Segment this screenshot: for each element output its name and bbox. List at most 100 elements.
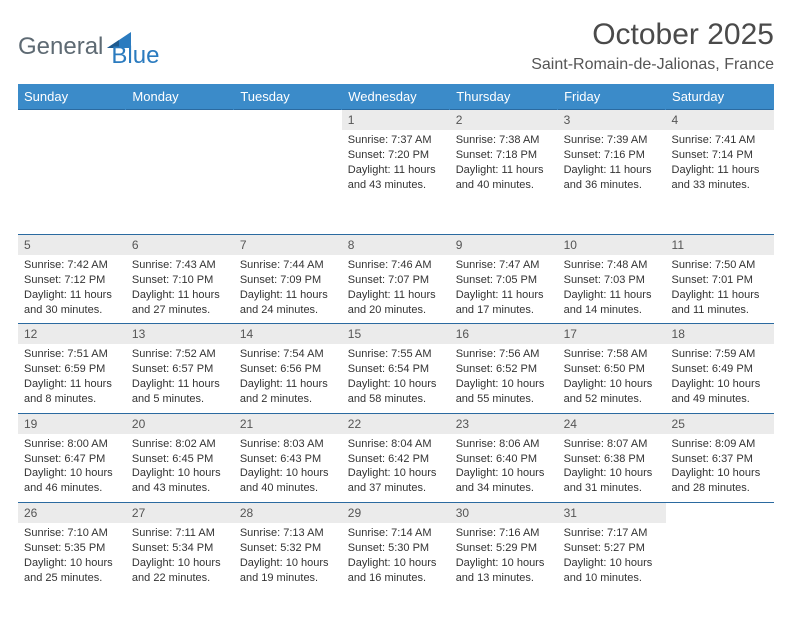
day-body: Sunrise: 7:14 AMSunset: 5:30 PMDaylight:… (342, 523, 450, 591)
day-cell: 2Sunrise: 7:38 AMSunset: 7:18 PMDaylight… (450, 110, 558, 235)
sunset-line: Sunset: 6:43 PM (240, 452, 336, 467)
daylight-line: Daylight: 10 hours and 13 minutes. (456, 556, 552, 586)
day-number: 30 (450, 503, 558, 523)
sunset-line: Sunset: 5:32 PM (240, 541, 336, 556)
day-cell: 18Sunrise: 7:59 AMSunset: 6:49 PMDayligh… (666, 324, 774, 413)
day-cell: 9Sunrise: 7:47 AMSunset: 7:05 PMDaylight… (450, 235, 558, 324)
calendar-week-row: 26Sunrise: 7:10 AMSunset: 5:35 PMDayligh… (18, 503, 774, 627)
sunrise-line: Sunrise: 8:07 AM (564, 437, 660, 452)
day-number: 27 (126, 503, 234, 523)
day-body: Sunrise: 7:13 AMSunset: 5:32 PMDaylight:… (234, 523, 342, 591)
sunrise-line: Sunrise: 7:41 AM (672, 133, 768, 148)
day-cell: 30 Sunrise: 7:16 AMSunset: 5:29 PMDayligh… (450, 503, 558, 627)
sunrise-line: Sunrise: 8:06 AM (456, 437, 552, 452)
day-header: Wednesday (342, 84, 450, 110)
day-cell: 3Sunrise: 7:39 AMSunset: 7:16 PMDaylight… (558, 110, 666, 235)
sunset-line: Sunset: 6:57 PM (132, 362, 228, 377)
day-body: Sunrise: 7:50 AMSunset: 7:01 PMDaylight:… (666, 255, 774, 323)
sunrise-line: Sunrise: 8:04 AM (348, 437, 444, 452)
daylight-line: Daylight: 11 hours and 8 minutes. (24, 377, 120, 407)
daylight-line: Daylight: 11 hours and 5 minutes. (132, 377, 228, 407)
day-body: Sunrise: 7:38 AMSunset: 7:18 PMDaylight:… (450, 130, 558, 198)
day-body-empty (126, 172, 234, 234)
day-body-empty (18, 172, 126, 234)
sunset-line: Sunset: 6:37 PM (672, 452, 768, 467)
day-header: Sunday (18, 84, 126, 110)
day-body: Sunrise: 8:09 AMSunset: 6:37 PMDaylight:… (666, 434, 774, 502)
day-body: Sunrise: 8:06 AMSunset: 6:40 PMDaylight:… (450, 434, 558, 502)
day-number: 15 (342, 324, 450, 344)
sunrise-line: Sunrise: 8:09 AM (672, 437, 768, 452)
calendar-week-row: 5Sunrise: 7:42 AMSunset: 7:12 PMDaylight… (18, 235, 774, 324)
location: Saint-Romain-de-Jalionas, France (531, 56, 774, 74)
sunrise-line: Sunrise: 7:58 AM (564, 347, 660, 362)
calendar-page: General Blue October 2025 Saint-Romain-d… (0, 0, 792, 627)
daylight-line: Daylight: 11 hours and 33 minutes. (672, 163, 768, 193)
sunrise-line: Sunrise: 7:50 AM (672, 258, 768, 273)
sunset-line: Sunset: 7:12 PM (24, 273, 120, 288)
day-cell: 15Sunrise: 7:55 AMSunset: 6:54 PMDayligh… (342, 324, 450, 413)
day-body: Sunrise: 7:42 AMSunset: 7:12 PMDaylight:… (18, 255, 126, 323)
day-cell: 8Sunrise: 7:46 AMSunset: 7:07 PMDaylight… (342, 235, 450, 324)
day-body: Sunrise: 7:55 AMSunset: 6:54 PMDaylight:… (342, 344, 450, 412)
day-number: 26 (18, 503, 126, 523)
day-body: Sunrise: 8:07 AMSunset: 6:38 PMDaylight:… (558, 434, 666, 502)
sunset-line: Sunset: 5:34 PM (132, 541, 228, 556)
day-cell: 24Sunrise: 8:07 AMSunset: 6:38 PMDayligh… (558, 413, 666, 502)
day-cell: 12Sunrise: 7:51 AMSunset: 6:59 PMDayligh… (18, 324, 126, 413)
daylight-line: Daylight: 11 hours and 40 minutes. (456, 163, 552, 193)
day-body: Sunrise: 7:48 AMSunset: 7:03 PMDaylight:… (558, 255, 666, 323)
sunrise-line: Sunrise: 7:16 AM (456, 526, 552, 541)
calendar-week-row: 1Sunrise: 7:37 AMSunset: 7:20 PMDaylight… (18, 110, 774, 235)
sunset-line: Sunset: 5:29 PM (456, 541, 552, 556)
sunrise-line: Sunrise: 8:00 AM (24, 437, 120, 452)
sunrise-line: Sunrise: 7:38 AM (456, 133, 552, 148)
sunrise-line: Sunrise: 7:44 AM (240, 258, 336, 273)
header: General Blue October 2025 Saint-Romain-d… (18, 18, 774, 74)
day-cell: 11Sunrise: 7:50 AMSunset: 7:01 PMDayligh… (666, 235, 774, 324)
sunrise-line: Sunrise: 7:37 AM (348, 133, 444, 148)
day-cell (234, 110, 342, 235)
day-number-empty (234, 110, 342, 172)
day-number: 29 (342, 503, 450, 523)
day-cell: 19Sunrise: 8:00 AMSunset: 6:47 PMDayligh… (18, 413, 126, 502)
sunset-line: Sunset: 6:59 PM (24, 362, 120, 377)
day-body: Sunrise: 8:03 AMSunset: 6:43 PMDaylight:… (234, 434, 342, 502)
logo-text-blue: Blue (111, 42, 159, 70)
day-number: 4 (666, 110, 774, 130)
sunset-line: Sunset: 5:35 PM (24, 541, 120, 556)
sunset-line: Sunset: 6:38 PM (564, 452, 660, 467)
day-body: Sunrise: 7:51 AMSunset: 6:59 PMDaylight:… (18, 344, 126, 412)
day-header: Friday (558, 84, 666, 110)
sunrise-line: Sunrise: 7:42 AM (24, 258, 120, 273)
logo: General Blue (18, 24, 159, 70)
day-number: 17 (558, 324, 666, 344)
day-body: Sunrise: 7:43 AMSunset: 7:10 PMDaylight:… (126, 255, 234, 323)
daylight-line: Daylight: 10 hours and 49 minutes. (672, 377, 768, 407)
day-cell: 31Sunrise: 7:17 AMSunset: 5:27 PMDayligh… (558, 503, 666, 627)
day-body: Sunrise: 7:17 AMSunset: 5:27 PMDaylight:… (558, 523, 666, 591)
day-header: Thursday (450, 84, 558, 110)
daylight-line: Daylight: 10 hours and 28 minutes. (672, 466, 768, 496)
day-number: 10 (558, 235, 666, 255)
daylight-line: Daylight: 11 hours and 14 minutes. (564, 288, 660, 318)
day-header: Saturday (666, 84, 774, 110)
day-number: 20 (126, 414, 234, 434)
day-number: 12 (18, 324, 126, 344)
day-number-empty (666, 503, 774, 565)
daylight-line: Daylight: 11 hours and 24 minutes. (240, 288, 336, 318)
day-body: Sunrise: 7:47 AMSunset: 7:05 PMDaylight:… (450, 255, 558, 323)
day-cell: 27Sunrise: 7:11 AMSunset: 5:34 PMDayligh… (126, 503, 234, 627)
day-cell: 4Sunrise: 7:41 AMSunset: 7:14 PMDaylight… (666, 110, 774, 235)
sunset-line: Sunset: 7:20 PM (348, 148, 444, 163)
day-body: Sunrise: 7:59 AMSunset: 6:49 PMDaylight:… (666, 344, 774, 412)
sunset-line: Sunset: 7:03 PM (564, 273, 660, 288)
day-cell: 29Sunrise: 7:14 AMSunset: 5:30 PMDayligh… (342, 503, 450, 627)
day-cell (666, 503, 774, 627)
day-cell: 17Sunrise: 7:58 AMSunset: 6:50 PMDayligh… (558, 324, 666, 413)
sunset-line: Sunset: 7:16 PM (564, 148, 660, 163)
month-title: October 2025 (531, 18, 774, 52)
sunrise-line: Sunrise: 8:03 AM (240, 437, 336, 452)
sunrise-line: Sunrise: 7:55 AM (348, 347, 444, 362)
day-number: 8 (342, 235, 450, 255)
